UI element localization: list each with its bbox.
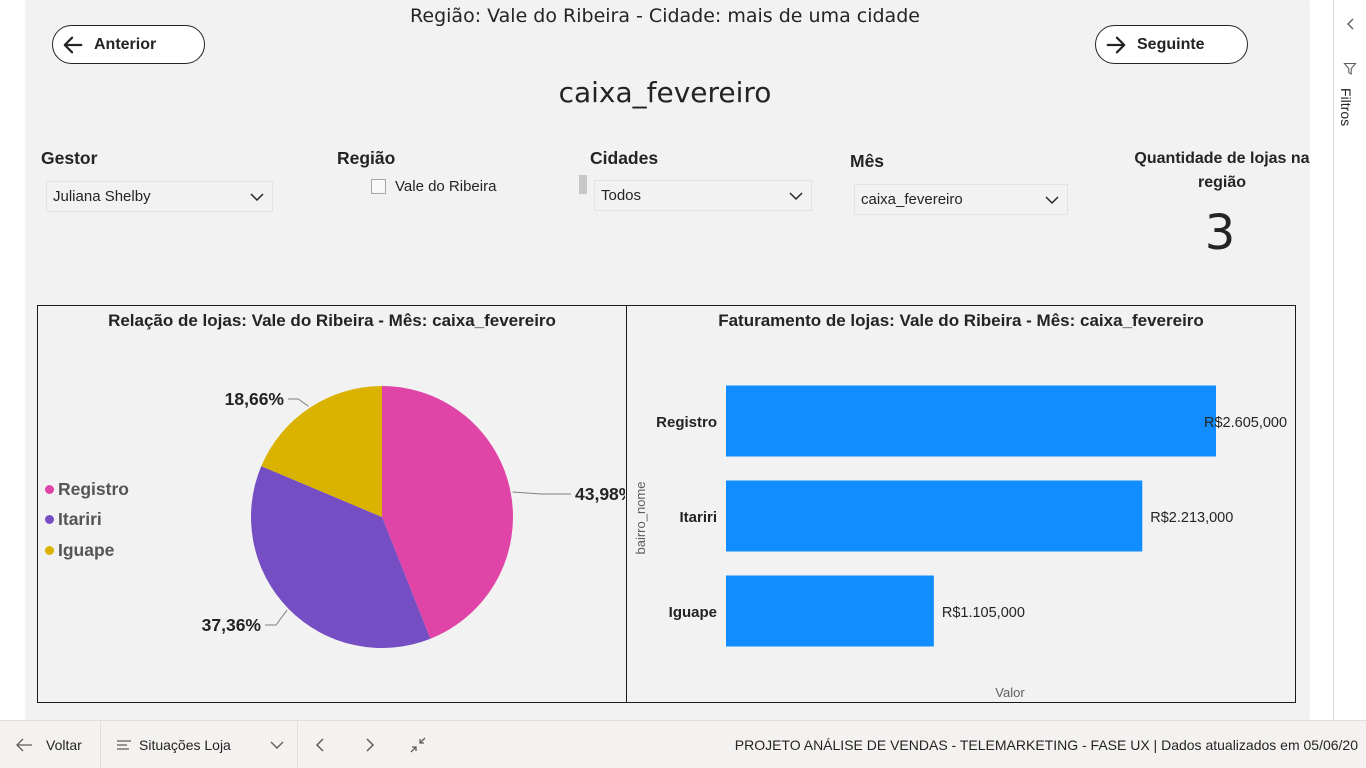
kpi-label: Quantidade de lojas na região bbox=[1134, 150, 1310, 191]
divider bbox=[297, 721, 298, 768]
bar-category-label: Iguape bbox=[669, 604, 717, 621]
regiao-option-label: Vale do Ribeira bbox=[395, 178, 497, 195]
checkbox[interactable] bbox=[371, 179, 386, 194]
page-selector-label: Situações Loja bbox=[139, 737, 231, 753]
legend-item-registro[interactable]: Registro bbox=[45, 479, 129, 500]
pie-chart-title: Relação de lojas: Vale do Ribeira - Mês:… bbox=[108, 311, 556, 330]
page-selector[interactable]: Situações Loja bbox=[116, 721, 286, 768]
chevron-down-icon bbox=[789, 191, 803, 200]
legend-label: Iguape bbox=[58, 540, 115, 560]
chevron-down-icon bbox=[1045, 195, 1059, 204]
chevron-down-icon bbox=[270, 741, 284, 749]
mes-dropdown-value: caixa_fevereiro bbox=[861, 191, 963, 208]
mes-dropdown[interactable]: caixa_fevereiro bbox=[854, 184, 1068, 215]
back-button[interactable]: Voltar bbox=[14, 721, 82, 768]
bar-itariri[interactable] bbox=[726, 480, 1143, 552]
arrow-left-icon bbox=[63, 36, 83, 53]
pie-leader-line bbox=[288, 398, 309, 407]
legend-marker bbox=[45, 515, 54, 524]
back-button-label: Voltar bbox=[46, 737, 82, 753]
legend-item-iguape[interactable]: Iguape bbox=[45, 540, 114, 561]
page-heading: Região: Vale do Ribeira - Cidade: mais d… bbox=[410, 5, 920, 27]
pie-data-label: 43,98% bbox=[575, 484, 625, 504]
page-title: caixa_fevereiro bbox=[558, 76, 772, 109]
divider bbox=[100, 721, 101, 768]
gestor-dropdown[interactable]: Juliana Shelby bbox=[46, 181, 273, 212]
bar-registro[interactable] bbox=[726, 385, 1216, 457]
legend-item-itariri[interactable]: Itariri bbox=[45, 509, 102, 530]
bar-chart-panel: Faturamento de lojas: Vale do Ribeira - … bbox=[626, 305, 1296, 703]
legend-marker bbox=[45, 485, 54, 494]
bar-category-label: Registro bbox=[656, 414, 717, 431]
arrow-left-icon bbox=[16, 738, 32, 752]
fit-to-page-icon bbox=[410, 737, 426, 753]
filters-pane-label[interactable]: Filtros bbox=[1338, 88, 1354, 127]
bar-chart-title: Faturamento de lojas: Vale do Ribeira - … bbox=[718, 311, 1204, 330]
previous-page-button[interactable] bbox=[312, 721, 330, 768]
previous-button-label: Anterior bbox=[94, 35, 157, 53]
pie-slice-registro[interactable] bbox=[382, 386, 513, 639]
filters-pane: Filtros bbox=[1333, 0, 1366, 720]
pie-data-label: 18,66% bbox=[225, 389, 285, 409]
chevron-left-icon bbox=[315, 738, 324, 752]
pie-leader-line bbox=[265, 609, 288, 626]
chevron-left-icon[interactable] bbox=[1342, 14, 1360, 34]
footer-status-text: PROJETO ANÁLISE DE VENDAS - TELEMARKETIN… bbox=[734, 737, 1358, 753]
legend-label: Itariri bbox=[58, 509, 102, 529]
pie-slice-itariri[interactable] bbox=[251, 466, 431, 648]
legend-marker bbox=[45, 546, 54, 555]
x-axis-title: Valor bbox=[995, 685, 1025, 700]
regiao-slicer-label: Região bbox=[337, 148, 396, 168]
bar-data-label: R$1.105,000 bbox=[942, 605, 1025, 621]
bottom-bar: Voltar Situações Loja PROJETO ANÁLISE DE… bbox=[0, 720, 1366, 768]
cidades-dropdown[interactable]: Todos bbox=[594, 180, 812, 211]
regiao-option-vale-do-ribeira[interactable]: Vale do Ribeira bbox=[371, 178, 496, 195]
list-icon bbox=[117, 740, 131, 750]
chevron-right-icon bbox=[366, 738, 375, 752]
chevron-down-icon bbox=[250, 192, 264, 201]
next-page-button[interactable] bbox=[360, 721, 378, 768]
pie-chart: 43,98% 37,36% 18,66% bbox=[202, 386, 625, 648]
next-button[interactable]: Seguinte bbox=[1095, 25, 1248, 64]
bar-data-label: R$2.213,000 bbox=[1150, 510, 1233, 526]
previous-button[interactable]: Anterior bbox=[52, 25, 205, 64]
gestor-slicer-label: Gestor bbox=[41, 148, 98, 168]
cidades-dropdown-value: Todos bbox=[601, 187, 642, 204]
regiao-scrollbar[interactable] bbox=[579, 175, 587, 194]
pie-slice-iguape[interactable] bbox=[261, 386, 382, 517]
pie-chart-panel: Relação de lojas: Vale do Ribeira - Mês:… bbox=[37, 305, 627, 703]
y-axis-title: bairro_nome bbox=[633, 482, 648, 555]
bar-chart: Registro R$2.605,000 Itariri R$2.213,000 Igu… bbox=[633, 385, 1287, 700]
bar-data-label: R$2.605,000 bbox=[1204, 415, 1287, 431]
gestor-dropdown-value: Juliana Shelby bbox=[53, 188, 151, 205]
cidades-slicer-label: Cidades bbox=[590, 148, 659, 168]
mes-slicer-label: Mês bbox=[850, 151, 885, 171]
pie-leader-line bbox=[512, 491, 571, 495]
legend-label: Registro bbox=[58, 479, 129, 499]
bar-category-label: Itariri bbox=[679, 509, 717, 526]
filter-icon bbox=[1343, 62, 1357, 75]
next-button-label: Seguinte bbox=[1137, 35, 1205, 53]
bar-iguape[interactable] bbox=[726, 575, 934, 647]
fit-to-page-button[interactable] bbox=[408, 721, 428, 768]
pie-data-label: 37,36% bbox=[202, 615, 262, 635]
arrow-right-icon bbox=[1106, 36, 1126, 53]
kpi-value: 3 bbox=[1204, 205, 1236, 261]
